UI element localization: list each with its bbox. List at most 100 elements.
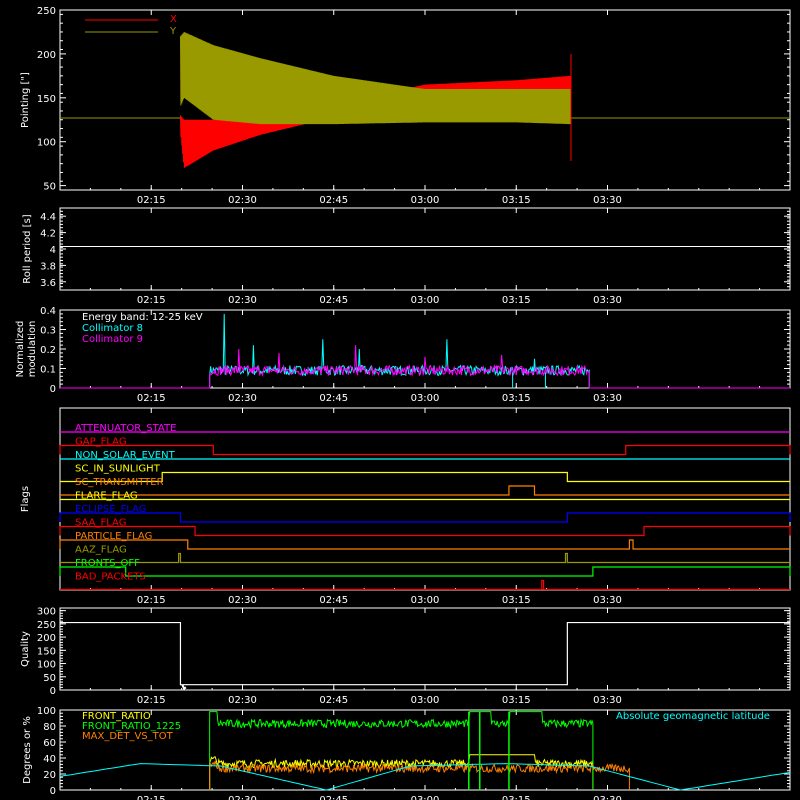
modulation-ytick-label: 0 [50, 384, 56, 395]
pointing-ylabel: Pointing ["] [20, 72, 31, 128]
roll-panel: 02:15 02:30 02:45 03:00 03:15 03:30 3.6 3.8 4 4.2… [22, 207, 791, 306]
modulation-ytick-label: 0.2 [40, 345, 56, 356]
roll-ytick-label: 4.4 [40, 212, 56, 223]
ratios-panel: 02:15 02:30 02:45 03:00 03:15 03:30 0 20 40 60 80 1… [22, 706, 791, 800]
pointing-ytick-label: 50 [43, 182, 56, 193]
flags-xtick-label: 03:15 [502, 595, 531, 606]
flag-line [60, 579, 790, 591]
modulation-xtick-label: 03:30 [593, 393, 622, 404]
quality-xtick-label: 03:15 [502, 695, 531, 706]
pointing-xtick-label: 03:15 [502, 195, 531, 206]
ratios-xtick-label: 02:30 [228, 795, 257, 800]
pointing-ytick-label: 200 [37, 50, 56, 61]
flag-label: PARTICLE_FLAG [75, 531, 152, 542]
flag-label: BAD_PACKETS [75, 572, 146, 583]
modulation-panel: 02:15 02:30 02:45 03:00 03:15 03:30 0 0.1 0.2 0.3… [15, 306, 791, 404]
flag-label: SC_IN_SUNLIGHT [75, 464, 161, 475]
modulation-ylabel-1: Normalized [15, 321, 26, 378]
flag-line [59, 444, 791, 456]
modulation-series-0 [60, 313, 790, 389]
roll-ytick-label: 3.6 [40, 278, 56, 289]
ratio-legend-label: FRONT_RATIO_1225 [82, 721, 181, 732]
modulation-xtick-label: 03:15 [502, 393, 531, 404]
quality-ylabel: Quality [20, 631, 31, 667]
quality-panel: 02:15 02:30 02:45 03:00 03:15 03:30 0 50 100 150 2… [20, 607, 791, 706]
quality-xtick-label: 03:30 [593, 695, 622, 706]
flags-xtick-label: 03:30 [593, 595, 622, 606]
pointing-legend-label: Y [169, 26, 177, 37]
modulation-ytick-label: 0.3 [40, 326, 56, 337]
quality-xtick-label: 03:00 [411, 695, 440, 706]
quality-blip [181, 684, 187, 691]
roll-xtick-label: 02:15 [137, 295, 166, 306]
quality-ytick-label: 200 [37, 633, 56, 644]
ratio-legend-label: FRONT_RATIO [82, 711, 151, 722]
flag-label: NON_SOLAR_EVENT [75, 450, 176, 461]
flags-ylabel: Flags [20, 486, 31, 512]
flag-label: FRONTS_OFF [75, 558, 140, 569]
pointing-xtick-label: 03:00 [411, 195, 440, 206]
pointing-xtick-label: 02:45 [319, 195, 348, 206]
flag-label: SC_TRANSMITTER [75, 477, 164, 488]
pointing-ytick-label: 100 [37, 138, 56, 149]
ratio-series-0 [209, 754, 594, 790]
pointing-xtick-label: 03:30 [593, 195, 622, 206]
roll-ytick-label: 3.8 [40, 261, 56, 272]
ratios-xtick-label: 03:00 [411, 795, 440, 800]
quality-xtick-label: 02:45 [319, 695, 348, 706]
roll-xtick-label: 02:30 [228, 295, 257, 306]
flag-label: AAZ_FLAG [75, 545, 127, 556]
quality-ytick-label: 50 [43, 673, 56, 684]
ratios-ytick-label: 60 [43, 738, 56, 749]
quality-frame [59, 607, 791, 691]
ratios-ytick-label: 100 [37, 706, 56, 717]
modulation-xtick-label: 02:15 [137, 393, 166, 404]
flags-xtick-label: 03:00 [411, 595, 440, 606]
ratio-legend-label: Absolute geomagnetic latitude [616, 711, 770, 722]
flag-label: ATTENUATOR_STATE [75, 423, 176, 434]
roll-xtick-label: 02:45 [319, 295, 348, 306]
pointing-legend-label: X [170, 14, 177, 25]
roll-frame [59, 207, 791, 291]
flag-label: ECLIPSE_FLAG [75, 504, 146, 515]
quality-ytick-label: 300 [37, 607, 56, 618]
flag-label: GAP_FLAG [75, 437, 127, 448]
quality-ytick-label: 150 [37, 646, 56, 657]
pointing-ytick-label: 150 [37, 94, 56, 105]
ratios-xtick-label: 03:30 [593, 795, 622, 800]
ratio-legend-label: MAX_DET_VS_TOT [82, 731, 174, 742]
modulation-ytick-label: 0.1 [40, 365, 56, 376]
flag-line [59, 512, 791, 523]
modulation-xtick-label: 03:00 [411, 393, 440, 404]
quality-ytick-label: 100 [37, 660, 56, 671]
flag-line [59, 566, 791, 577]
modulation-xtick-label: 02:30 [228, 393, 257, 404]
ratios-ytick-label: 80 [43, 722, 56, 733]
quality-xtick-label: 02:30 [228, 695, 257, 706]
modulation-ytick-label: 0.4 [40, 306, 56, 317]
ratio-series-latitude [59, 763, 791, 791]
flag-line [59, 525, 791, 537]
pointing-xtick-label: 02:15 [137, 195, 166, 206]
ratios-xtick-label: 02:15 [137, 795, 166, 800]
flag-line [59, 539, 790, 550]
modulation-legend-label: Collimator 8 [82, 323, 143, 334]
flags-xtick-label: 02:15 [137, 595, 166, 606]
modulation-series-1 [60, 345, 790, 389]
modulation-ylabel-2: modulation [27, 321, 38, 378]
ratios-ylabel: Degrees or % [22, 716, 33, 784]
quality-line [60, 621, 790, 686]
modulation-xtick-label: 02:45 [319, 393, 348, 404]
flag-label: FLARE_FLAG [75, 491, 138, 502]
flag-line [60, 552, 790, 564]
quality-ytick-label: 250 [37, 620, 56, 631]
ratio-series-1 [209, 711, 594, 790]
roll-xtick-label: 03:30 [593, 295, 622, 306]
ratios-xtick-label: 02:45 [319, 795, 348, 800]
pointing-panel: 02:15 02:30 02:45 03:00 03:15 03:30 50 100 150 20… [20, 6, 791, 206]
flag-line [60, 485, 790, 496]
modulation-legend-label: Collimator 9 [82, 334, 143, 345]
roll-ytick-label: 4.2 [40, 229, 56, 240]
quality-xtick-label: 02:15 [137, 695, 166, 706]
